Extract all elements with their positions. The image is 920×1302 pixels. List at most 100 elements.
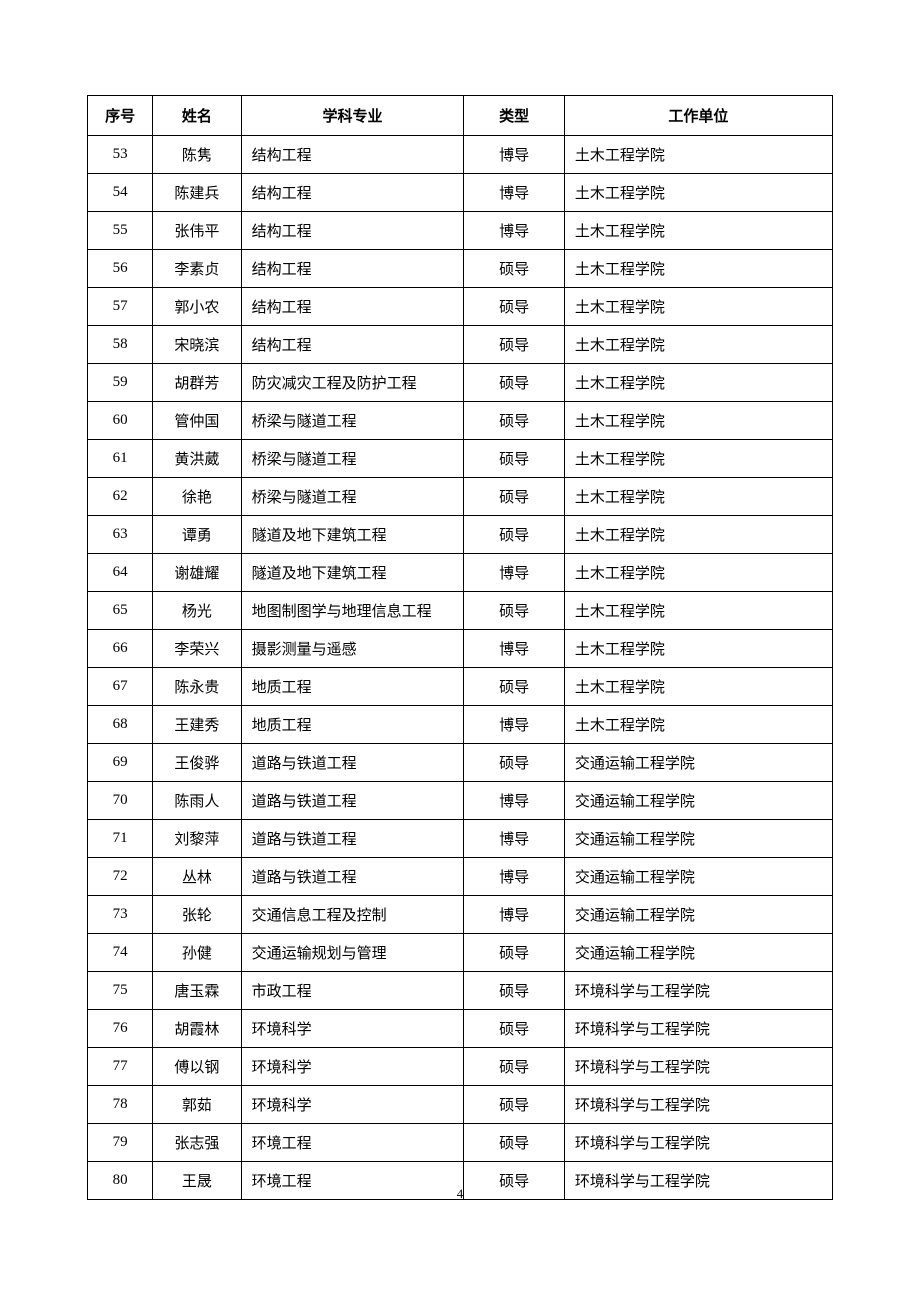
cell-seq: 70 (88, 782, 153, 820)
table-row: 75唐玉霖市政工程硕导环境科学与工程学院 (88, 972, 833, 1010)
table-row: 64谢雄耀隧道及地下建筑工程博导土木工程学院 (88, 554, 833, 592)
header-seq: 序号 (88, 96, 153, 136)
cell-subject: 道路与铁道工程 (241, 782, 464, 820)
cell-unit: 交通运输工程学院 (564, 934, 832, 972)
cell-name: 胡群芳 (153, 364, 241, 402)
cell-seq: 71 (88, 820, 153, 858)
cell-unit: 交通运输工程学院 (564, 744, 832, 782)
cell-unit: 土木工程学院 (564, 478, 832, 516)
cell-subject: 结构工程 (241, 136, 464, 174)
cell-type: 博导 (464, 212, 564, 250)
cell-seq: 69 (88, 744, 153, 782)
cell-name: 唐玉霖 (153, 972, 241, 1010)
cell-name: 王俊骅 (153, 744, 241, 782)
cell-type: 硕导 (464, 440, 564, 478)
cell-subject: 桥梁与隧道工程 (241, 402, 464, 440)
cell-type: 硕导 (464, 934, 564, 972)
cell-subject: 道路与铁道工程 (241, 858, 464, 896)
cell-type: 博导 (464, 136, 564, 174)
cell-unit: 交通运输工程学院 (564, 896, 832, 934)
cell-name: 陈隽 (153, 136, 241, 174)
table-row: 67陈永贵地质工程硕导土木工程学院 (88, 668, 833, 706)
cell-type: 硕导 (464, 364, 564, 402)
cell-seq: 78 (88, 1086, 153, 1124)
cell-subject: 桥梁与隧道工程 (241, 478, 464, 516)
cell-type: 硕导 (464, 288, 564, 326)
cell-subject: 道路与铁道工程 (241, 820, 464, 858)
cell-subject: 结构工程 (241, 174, 464, 212)
cell-name: 丛林 (153, 858, 241, 896)
table-row: 53陈隽结构工程博导土木工程学院 (88, 136, 833, 174)
cell-name: 管仲国 (153, 402, 241, 440)
cell-type: 博导 (464, 820, 564, 858)
cell-name: 李荣兴 (153, 630, 241, 668)
cell-subject: 交通运输规划与管理 (241, 934, 464, 972)
header-name: 姓名 (153, 96, 241, 136)
cell-name: 王建秀 (153, 706, 241, 744)
cell-subject: 道路与铁道工程 (241, 744, 464, 782)
cell-name: 黄洪葳 (153, 440, 241, 478)
cell-name: 李素贞 (153, 250, 241, 288)
header-subject: 学科专业 (241, 96, 464, 136)
cell-unit: 交通运输工程学院 (564, 782, 832, 820)
cell-seq: 58 (88, 326, 153, 364)
cell-name: 胡霞林 (153, 1010, 241, 1048)
cell-subject: 地图制图学与地理信息工程 (241, 592, 464, 630)
table-row: 78郭茹环境科学硕导环境科学与工程学院 (88, 1086, 833, 1124)
cell-seq: 73 (88, 896, 153, 934)
cell-seq: 59 (88, 364, 153, 402)
table-row: 55张伟平结构工程博导土木工程学院 (88, 212, 833, 250)
cell-name: 陈雨人 (153, 782, 241, 820)
cell-type: 硕导 (464, 744, 564, 782)
cell-unit: 土木工程学院 (564, 440, 832, 478)
table-row: 61黄洪葳桥梁与隧道工程硕导土木工程学院 (88, 440, 833, 478)
cell-name: 张志强 (153, 1124, 241, 1162)
cell-unit: 土木工程学院 (564, 516, 832, 554)
cell-type: 硕导 (464, 1124, 564, 1162)
cell-type: 硕导 (464, 516, 564, 554)
cell-type: 博导 (464, 554, 564, 592)
header-unit: 工作单位 (564, 96, 832, 136)
table-row: 72丛林道路与铁道工程博导交通运输工程学院 (88, 858, 833, 896)
cell-subject: 结构工程 (241, 326, 464, 364)
cell-name: 徐艳 (153, 478, 241, 516)
table-row: 54陈建兵结构工程博导土木工程学院 (88, 174, 833, 212)
cell-seq: 75 (88, 972, 153, 1010)
cell-subject: 结构工程 (241, 212, 464, 250)
cell-type: 硕导 (464, 972, 564, 1010)
cell-name: 杨光 (153, 592, 241, 630)
cell-type: 博导 (464, 630, 564, 668)
cell-unit: 土木工程学院 (564, 136, 832, 174)
cell-seq: 62 (88, 478, 153, 516)
cell-type: 硕导 (464, 402, 564, 440)
cell-seq: 57 (88, 288, 153, 326)
cell-seq: 77 (88, 1048, 153, 1086)
cell-seq: 55 (88, 212, 153, 250)
cell-subject: 环境工程 (241, 1124, 464, 1162)
cell-subject: 交通信息工程及控制 (241, 896, 464, 934)
cell-unit: 土木工程学院 (564, 402, 832, 440)
cell-type: 硕导 (464, 592, 564, 630)
cell-type: 博导 (464, 896, 564, 934)
cell-seq: 72 (88, 858, 153, 896)
cell-type: 硕导 (464, 1010, 564, 1048)
cell-name: 张轮 (153, 896, 241, 934)
page-number: 4 (0, 1186, 920, 1202)
cell-type: 硕导 (464, 1086, 564, 1124)
cell-subject: 环境科学 (241, 1086, 464, 1124)
cell-subject: 市政工程 (241, 972, 464, 1010)
cell-type: 博导 (464, 174, 564, 212)
cell-unit: 土木工程学院 (564, 288, 832, 326)
cell-unit: 土木工程学院 (564, 668, 832, 706)
cell-unit: 土木工程学院 (564, 592, 832, 630)
header-type: 类型 (464, 96, 564, 136)
cell-name: 张伟平 (153, 212, 241, 250)
cell-subject: 地质工程 (241, 668, 464, 706)
cell-seq: 54 (88, 174, 153, 212)
table-row: 76胡霞林环境科学硕导环境科学与工程学院 (88, 1010, 833, 1048)
cell-name: 刘黎萍 (153, 820, 241, 858)
table-row: 68王建秀地质工程博导土木工程学院 (88, 706, 833, 744)
cell-unit: 土木工程学院 (564, 212, 832, 250)
cell-name: 陈永贵 (153, 668, 241, 706)
cell-subject: 结构工程 (241, 288, 464, 326)
